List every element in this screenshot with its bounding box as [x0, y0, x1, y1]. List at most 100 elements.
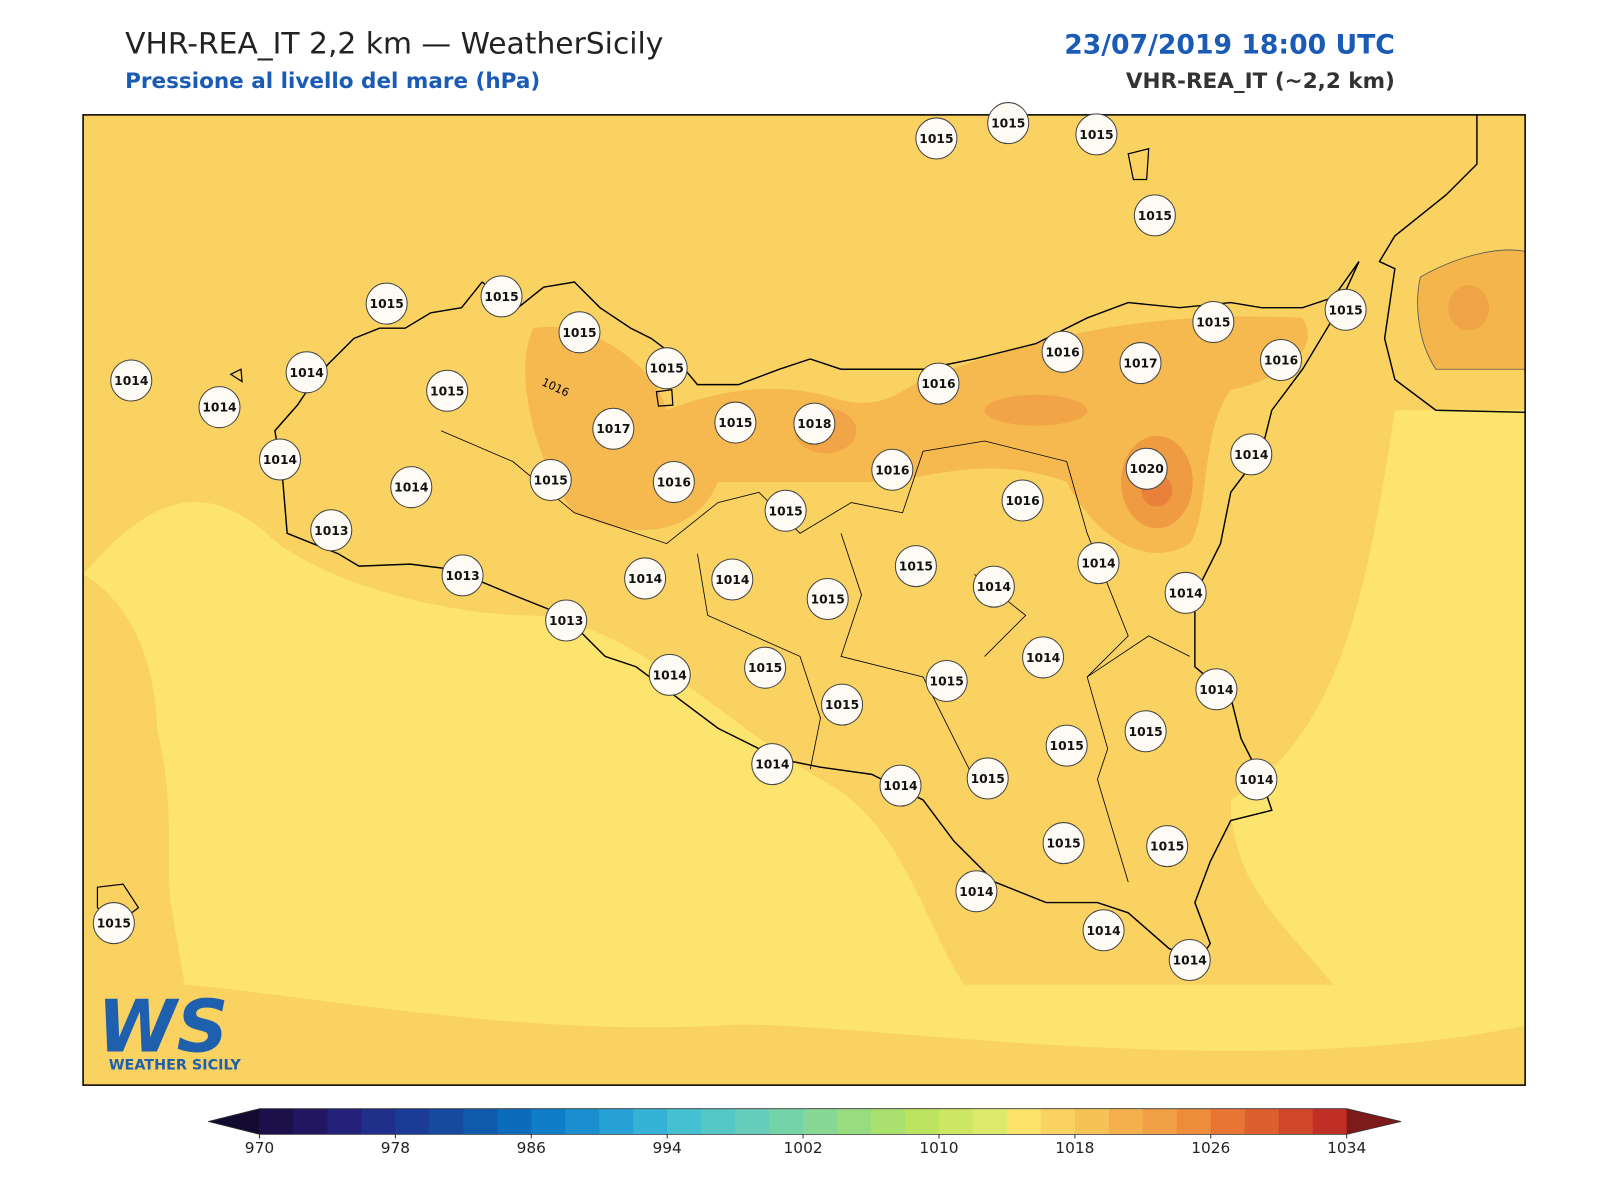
station-marker	[751, 743, 794, 786]
station-marker	[821, 683, 864, 726]
station-value: 1016	[875, 463, 909, 477]
station-value: 1015	[1050, 739, 1084, 753]
colorbar-swatch	[1210, 1108, 1246, 1135]
station-marker	[92, 902, 135, 945]
station-marker	[744, 646, 787, 689]
station-value: 1014	[1086, 924, 1120, 938]
station-marker	[365, 282, 408, 325]
station-value: 1016	[1264, 354, 1298, 368]
colorbar-swatch	[327, 1108, 362, 1135]
station-marker	[1146, 825, 1189, 868]
station-value: 1014	[1234, 448, 1268, 462]
station-marker	[1192, 301, 1235, 344]
station-marker	[871, 448, 914, 491]
station-marker	[1082, 909, 1125, 952]
station-value: 1014	[959, 885, 993, 899]
colorbar-swatch	[599, 1108, 634, 1135]
station-value: 1015	[1046, 837, 1080, 851]
station-marker	[529, 458, 572, 502]
high-pressure-area	[525, 316, 1308, 553]
station-marker	[1125, 447, 1168, 490]
province-borders	[440, 430, 1190, 883]
station-value: 1014	[715, 573, 749, 587]
sea-low-pressure	[83, 410, 1526, 1051]
station-value: 1014	[883, 779, 917, 793]
station-value: 1014	[1173, 954, 1207, 968]
colorbar-swatch	[293, 1108, 328, 1135]
station-marker	[1124, 710, 1167, 753]
station-marker	[1133, 194, 1176, 237]
station-value: 1015	[811, 593, 845, 607]
station-value: 1015	[370, 297, 404, 311]
station-value: 1014	[1026, 651, 1060, 665]
colorbar-swatch	[463, 1108, 498, 1135]
station-marker	[426, 369, 469, 412]
station-value: 1015	[1329, 303, 1363, 317]
station-marker	[1042, 822, 1085, 865]
station-marker	[652, 461, 695, 504]
station-value: 1014	[628, 572, 662, 586]
station-marker	[806, 577, 849, 620]
colorbar-swatch	[1108, 1108, 1144, 1135]
logo: WS WEATHER SICILY	[97, 984, 241, 1073]
station-marker	[1235, 758, 1278, 801]
station-marker	[955, 870, 998, 913]
map: 1016	[83, 114, 1526, 1086]
station-value: 1015	[97, 917, 131, 931]
station-value: 1013	[314, 524, 348, 538]
station-marker	[1230, 433, 1273, 476]
station-marker	[925, 660, 968, 703]
station-value: 1015	[562, 326, 596, 340]
station-marker	[1164, 571, 1207, 614]
colorbar-tick-label: 986	[517, 1139, 546, 1157]
colorbar-swatch	[701, 1108, 736, 1135]
station-marker	[645, 347, 688, 390]
colorbar-swatch	[497, 1108, 532, 1135]
colorbar-swatch	[938, 1108, 974, 1135]
station-value: 1017	[1123, 357, 1157, 371]
station-marker	[1168, 938, 1211, 982]
colorbar-swatch	[395, 1108, 430, 1135]
station-value: 1015	[1150, 840, 1184, 854]
station-value: 1015	[534, 474, 568, 488]
station-value: 1015	[430, 384, 464, 398]
station-value: 1013	[445, 569, 479, 583]
station-marker	[441, 554, 484, 597]
colorbar-tick-label: 1002	[784, 1139, 823, 1157]
sicily-coastline	[274, 261, 1360, 960]
colorbar-tick-label: 1018	[1055, 1139, 1094, 1157]
colorbar: 970 978 986 994 1002 1010 1018 1026 1034	[208, 1108, 1402, 1157]
colorbar-tick-label: 1010	[919, 1139, 958, 1157]
station-value: 1014	[114, 374, 148, 388]
station-value: 1015	[930, 675, 964, 689]
station-marker	[917, 362, 960, 405]
station-value: 1015	[971, 772, 1005, 786]
colorbar-swatch	[837, 1108, 872, 1135]
station-marker	[1001, 479, 1044, 522]
station-marker	[198, 386, 241, 429]
colorbar-swatch	[633, 1108, 668, 1135]
station-value: 1014	[1199, 683, 1233, 697]
station-marker	[1119, 342, 1162, 385]
station-value: 1016	[1045, 345, 1079, 359]
station-marker	[1045, 724, 1088, 767]
colorbar-swatch	[1244, 1108, 1280, 1135]
station-marker	[648, 653, 691, 696]
colorbar-swatch	[1006, 1108, 1042, 1135]
station-marker	[592, 407, 635, 450]
station-value: 1015	[1129, 725, 1163, 739]
station-marker	[1022, 636, 1065, 679]
station-value: 1020	[1130, 462, 1164, 476]
title: VHR-REA_IT 2,2 km — WeatherSicily	[125, 26, 663, 61]
high-pressure-core	[984, 394, 1088, 426]
station-value: 1015	[919, 132, 953, 146]
station-value: 1015	[1196, 316, 1230, 330]
station-value: 1014	[755, 758, 789, 772]
station-value: 1015	[650, 362, 684, 376]
station-marker	[624, 557, 667, 600]
colorbar-extend-high	[1346, 1108, 1402, 1135]
colorbar-swatch	[803, 1108, 838, 1135]
logo-mark: WS	[97, 984, 228, 1068]
station-marker	[285, 351, 328, 394]
station-value: 1015	[769, 504, 803, 518]
